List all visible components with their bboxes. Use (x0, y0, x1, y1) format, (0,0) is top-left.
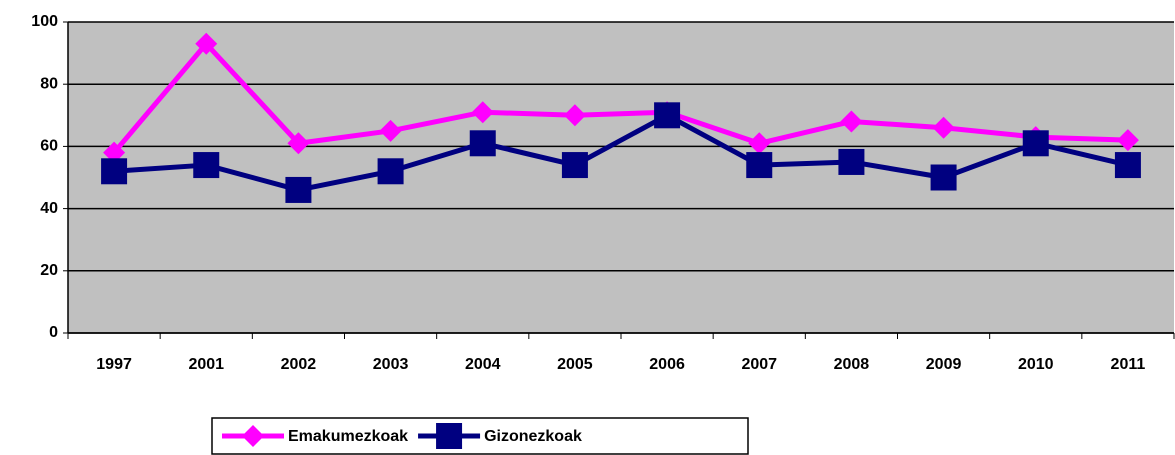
point (746, 152, 773, 179)
y-tick-label: 80 (40, 75, 58, 92)
series-line (113, 112, 1129, 193)
x-tick-label: 2007 (741, 356, 777, 373)
point (1114, 152, 1141, 179)
y-tick-label: 0 (49, 324, 58, 341)
point (1116, 129, 1139, 152)
legend-marker (242, 425, 264, 447)
point (285, 176, 312, 203)
point (840, 110, 863, 133)
point (838, 148, 865, 175)
x-tick-label: 2011 (1111, 356, 1146, 373)
x-tick-label: 2005 (557, 356, 593, 373)
point (471, 101, 494, 124)
point (1022, 130, 1049, 157)
y-tick-label: 100 (31, 13, 58, 30)
point (193, 152, 220, 179)
point (932, 116, 955, 139)
point (748, 132, 771, 155)
y-tick-label: 40 (40, 200, 58, 217)
plot-area (68, 22, 1174, 333)
point (563, 104, 586, 127)
series-line (112, 41, 1129, 155)
x-tick-label: 2008 (834, 356, 870, 373)
point (377, 158, 404, 185)
point (379, 119, 402, 142)
point (103, 141, 126, 164)
point (195, 32, 218, 55)
x-tick-label: 2010 (1018, 356, 1054, 373)
point (654, 102, 681, 129)
point (469, 130, 496, 157)
x-tick-label: 2006 (649, 356, 685, 373)
x-tick-label: 2009 (926, 356, 962, 373)
point (561, 152, 588, 179)
y-tick-label: 60 (40, 138, 58, 155)
x-tick-label: 2001 (188, 356, 224, 373)
legend-label: Emakumezkoak (288, 428, 408, 445)
x-tick-label: 1997 (96, 356, 132, 373)
legend-label: Gizonezkoak (484, 428, 582, 445)
point (287, 132, 310, 155)
x-tick-label: 2004 (465, 356, 501, 373)
legend-marker (436, 423, 463, 449)
x-tick-label: 2003 (373, 356, 409, 373)
x-tick-label: 2002 (281, 356, 317, 373)
point (930, 164, 957, 191)
point (101, 158, 128, 185)
y-tick-label: 20 (40, 262, 58, 279)
